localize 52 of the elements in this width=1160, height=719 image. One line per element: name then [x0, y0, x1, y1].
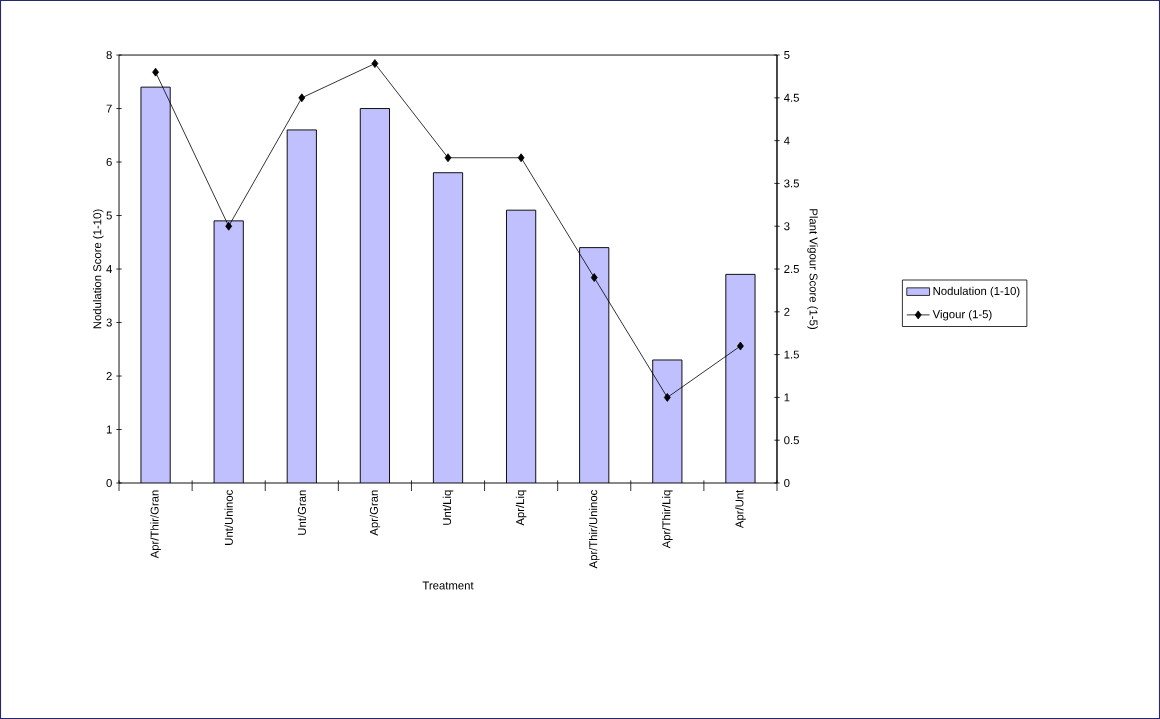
y-tick-label: 4	[106, 265, 112, 273]
point	[152, 67, 159, 77]
y-axis-title: Nodulation Score (1-10)	[92, 209, 104, 329]
x-tick-label: Apr/Thir/Uninoc	[588, 490, 600, 569]
y2-tick-label: 2	[784, 307, 790, 316]
x-tick-label: Apr/Unt	[735, 489, 746, 529]
y2-tick-label: 0.5	[784, 436, 799, 445]
bar	[140, 86, 171, 483]
x-tick-label: Apr/Liq	[515, 490, 527, 526]
point	[371, 59, 379, 68]
legend-label: Vigour (1-5)	[932, 309, 992, 321]
x-tick-label: Apr/Gran	[369, 490, 381, 536]
y-tick-label: 1	[106, 425, 112, 434]
y2-tick-label: 5	[784, 51, 790, 59]
legend-label: Nodulation (1-10)	[933, 286, 1020, 298]
y2-tick-label: 3	[784, 222, 790, 231]
y-tick-label: 5	[106, 211, 112, 220]
y2-tick-label: 3.5	[784, 179, 799, 188]
bar	[652, 359, 683, 483]
bar	[579, 247, 610, 483]
bar	[432, 172, 464, 483]
y2-tick-label: 0	[784, 478, 790, 487]
point	[225, 221, 233, 231]
y2-tick-label: 4.5	[783, 93, 799, 102]
point	[444, 153, 452, 163]
point	[663, 392, 671, 402]
y-tick-label: 6	[106, 158, 112, 167]
x-tick-label: Apr/Thir/Liq	[662, 490, 673, 549]
bar	[506, 209, 537, 483]
x-axis-title: Treatment	[422, 581, 474, 590]
y-tick-label: 0	[106, 478, 112, 487]
y-tick-label: 8	[106, 51, 112, 60]
y2-axis-title: Plant Vigour Score (1-5)	[807, 209, 818, 329]
bar	[359, 108, 390, 483]
x-tick-label: Apr/Thir/Gran	[150, 490, 161, 559]
y2-tick-label: 1	[784, 393, 790, 402]
point	[517, 153, 525, 163]
point	[590, 273, 598, 282]
bar	[286, 129, 317, 483]
bar	[213, 220, 244, 483]
x-tick-label: Unt/Gran	[297, 490, 306, 535]
y-tick-label: 7	[106, 104, 112, 113]
y2-tick-label: 1.5	[784, 350, 799, 359]
point	[298, 93, 306, 103]
x-tick-label: Unt/Liq	[442, 490, 454, 525]
x-tick-label: Unt/Uninoc	[224, 490, 233, 545]
point	[737, 341, 744, 351]
y-tick-label: 3	[106, 318, 112, 327]
bar	[725, 273, 756, 483]
y2-tick-label: 4	[783, 136, 790, 145]
y-tick-label: 2	[106, 372, 112, 380]
y2-tick-label: 2.5	[784, 265, 799, 274]
